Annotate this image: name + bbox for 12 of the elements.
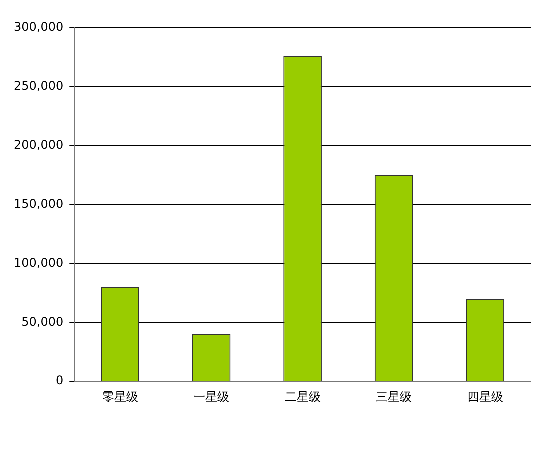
y-tick-label: 250,000 — [14, 79, 64, 94]
x-tick-label: 一星级 — [194, 390, 230, 404]
y-tick-label: 0 — [56, 374, 64, 388]
x-tick-label: 三星级 — [376, 390, 412, 404]
x-tick-label: 二星级 — [284, 390, 321, 404]
x-tick-label: 四星级 — [467, 390, 504, 404]
y-tick-label: 300,000 — [14, 20, 64, 34]
y-tick-label: 50,000 — [22, 314, 64, 329]
y-tick-label: 150,000 — [14, 196, 64, 211]
x-tick-label: 零星级 — [102, 390, 138, 404]
y-tick-label: 200,000 — [14, 138, 64, 152]
y-tick-label: 100,000 — [14, 256, 64, 270]
